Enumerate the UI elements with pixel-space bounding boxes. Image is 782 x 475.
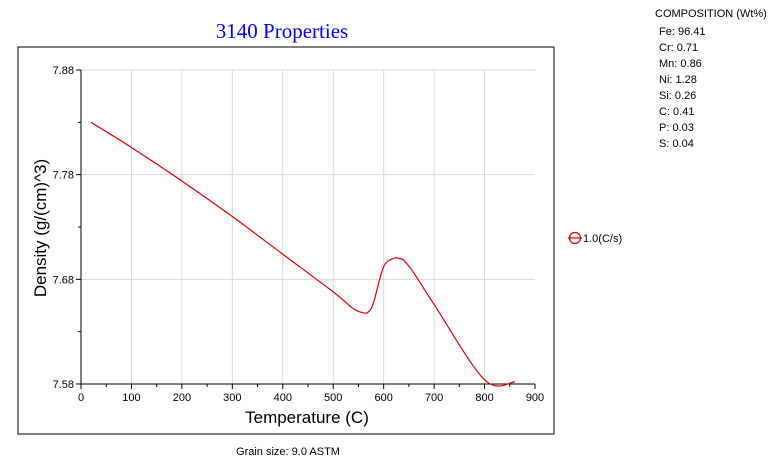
series-line (90, 121, 515, 387)
composition-item: S: 0.04 (659, 138, 694, 150)
composition-item: Mn: 0.86 (659, 58, 702, 70)
x-tick-label: 100 (122, 392, 140, 404)
composition-item: C: 0.41 (659, 106, 695, 118)
x-tick-label: 500 (324, 392, 342, 404)
x-tick-label: 200 (173, 392, 191, 404)
y-tick-label: 7.88 (53, 65, 74, 77)
series-layer (90, 121, 515, 387)
composition-item: Fe: 96.41 (659, 26, 706, 38)
y-tick-label: 7.58 (53, 379, 74, 391)
composition-title: COMPOSITION (Wt%) (655, 8, 767, 20)
composition-item: Si: 0.26 (659, 90, 697, 102)
x-tick-label: 600 (374, 392, 392, 404)
x-tick-label: 800 (475, 392, 493, 404)
chart-title: 3140 Properties (216, 19, 348, 43)
y-axis-label: Density (g/(cm)^3) (31, 159, 50, 297)
x-tick-label: 900 (526, 392, 544, 404)
composition-item: Cr: 0.71 (659, 42, 699, 54)
chart-frame (17, 46, 555, 435)
y-tick-label: 7.78 (53, 170, 74, 182)
x-tick-label: 300 (223, 392, 241, 404)
x-axis-label: Temperature (C) (245, 408, 369, 427)
axes: 0 100 200 300 400 500 600 700 800 900 7.58 7.68 7.78… (53, 65, 545, 404)
composition-item: P: 0.03 (659, 122, 694, 134)
y-tick-label: 7.68 (53, 274, 74, 286)
composition-item: Ni: 1.28 (659, 74, 697, 86)
x-tick-label: 0 (78, 392, 84, 404)
composition-list: Fe: 96.41 Cr: 0.71 Mn: 0.86 Ni: 1.28 Si: 0.2… (659, 24, 705, 152)
grain-size-note: Grain size: 9.0 ASTM (236, 446, 340, 458)
x-tick-label: 400 (274, 392, 292, 404)
legend-label: 1.0(C/s) (583, 233, 622, 245)
grid (81, 69, 535, 384)
x-tick-label: 700 (425, 392, 443, 404)
legend: 1.0(C/s) (568, 231, 622, 245)
